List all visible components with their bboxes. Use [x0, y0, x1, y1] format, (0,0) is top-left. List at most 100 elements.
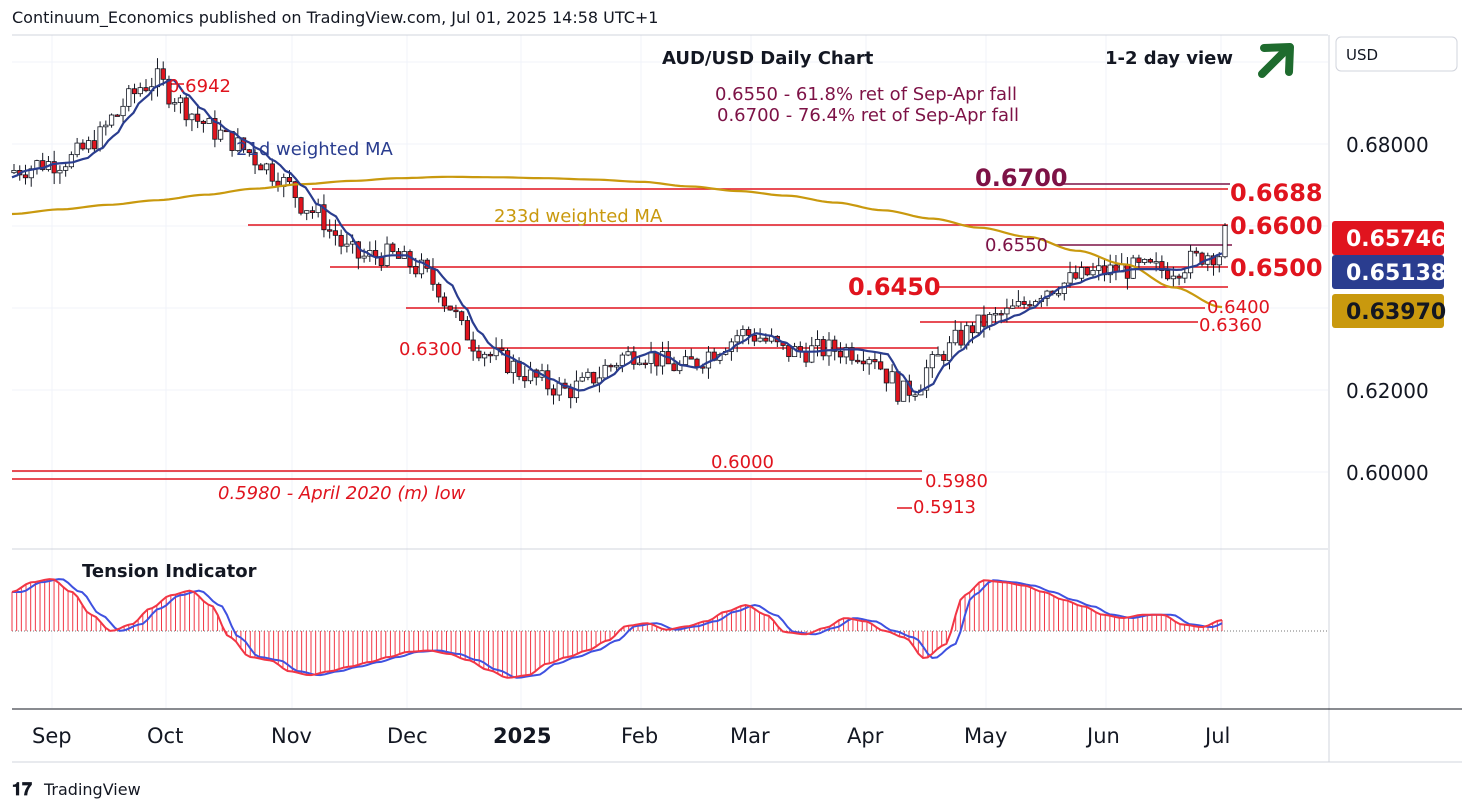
candle	[522, 365, 528, 388]
candle	[562, 378, 568, 390]
candle	[556, 377, 562, 402]
candle	[625, 346, 631, 357]
candle	[418, 253, 425, 279]
candle	[189, 113, 195, 132]
candle	[476, 344, 482, 362]
candle	[975, 314, 981, 337]
candle	[74, 137, 80, 158]
candle	[390, 242, 396, 254]
x-tick-jun: Jun	[1085, 724, 1120, 748]
candle	[1015, 290, 1021, 308]
candle	[849, 342, 855, 365]
candle	[1124, 257, 1131, 290]
candle	[195, 104, 201, 129]
candle	[131, 83, 138, 104]
candle	[315, 198, 321, 218]
candle	[172, 98, 178, 112]
candle	[642, 359, 648, 369]
label-0.5913: 0.5913	[913, 497, 976, 518]
candlesticks	[11, 58, 1228, 409]
price-tick-0.62000: 0.62000	[1346, 379, 1429, 403]
candle	[235, 128, 241, 153]
candle	[258, 163, 264, 171]
candle	[820, 335, 826, 361]
candle	[22, 164, 29, 185]
candle	[464, 316, 471, 341]
currency-button[interactable]: USD	[1335, 36, 1458, 72]
candle	[1021, 296, 1027, 309]
candle	[688, 348, 694, 360]
candle	[591, 371, 597, 388]
candle	[751, 328, 757, 347]
tension-label: Tension Indicator	[82, 561, 257, 582]
candle	[114, 113, 120, 117]
candle	[585, 368, 591, 381]
ma233-line	[11, 175, 1223, 309]
candle	[1010, 299, 1016, 309]
candle	[843, 343, 849, 365]
candle	[981, 305, 987, 338]
candle	[200, 119, 206, 133]
candle	[367, 241, 373, 262]
candle	[602, 359, 608, 379]
candle	[682, 349, 689, 367]
candle	[453, 304, 459, 319]
candle	[1205, 252, 1211, 272]
candle	[482, 351, 488, 367]
candle	[619, 352, 625, 373]
price-badge-ma233-label: 0.63970	[1346, 300, 1446, 325]
price-badge-ma21-label: 0.65138	[1346, 261, 1446, 286]
candle	[321, 194, 327, 238]
ma21-label: 21d weighted MA	[236, 139, 393, 160]
candle	[1165, 262, 1171, 281]
candle	[654, 352, 660, 376]
label-0.6550: 0.6550	[985, 235, 1048, 256]
candle	[1090, 262, 1096, 278]
candle	[1067, 261, 1073, 288]
retracement-note-1: 0.6550 - 61.8% ret of Sep-Apr fall	[715, 84, 1017, 105]
candle	[57, 165, 63, 184]
tension-indicator	[11, 578, 1223, 679]
candle	[1187, 244, 1194, 279]
price-tick-0.68000: 0.68000	[1346, 133, 1429, 157]
candle	[912, 391, 918, 401]
candle	[430, 258, 436, 291]
price-tick-0.60000: 0.60000	[1346, 461, 1429, 485]
candle	[229, 130, 235, 157]
candle	[1084, 266, 1090, 277]
tension-signal-line	[12, 578, 1223, 679]
x-tick-may: May	[964, 724, 1007, 748]
candle	[401, 245, 407, 259]
candle	[1142, 258, 1148, 265]
x-tick-sep: Sep	[32, 724, 72, 748]
tradingview-logo[interactable]: 𝟏𝟕 TradingView	[12, 779, 141, 800]
candle	[91, 129, 97, 152]
candle	[97, 121, 103, 152]
candle	[573, 370, 580, 403]
candle	[263, 162, 270, 175]
candle	[177, 94, 184, 114]
candle	[832, 335, 838, 361]
candle	[734, 329, 740, 353]
label-0.5980: 0.5980	[925, 471, 988, 492]
candle	[487, 351, 493, 363]
gridlines	[12, 35, 1328, 708]
candle	[757, 328, 763, 343]
candle	[34, 159, 40, 175]
candle	[992, 307, 999, 324]
candle	[1176, 273, 1182, 286]
candle	[1136, 254, 1142, 271]
candle	[120, 98, 126, 124]
candle	[889, 364, 895, 384]
candle	[579, 372, 585, 383]
candle	[378, 252, 384, 271]
candle	[665, 341, 671, 365]
candle	[441, 292, 448, 312]
label-0.6450: 0.6450	[848, 273, 941, 301]
candle	[327, 219, 333, 239]
candle	[878, 352, 884, 371]
candle	[160, 61, 166, 86]
price-badge-last-label: 0.65746	[1346, 227, 1446, 252]
candle	[659, 341, 666, 375]
candle	[866, 356, 872, 375]
